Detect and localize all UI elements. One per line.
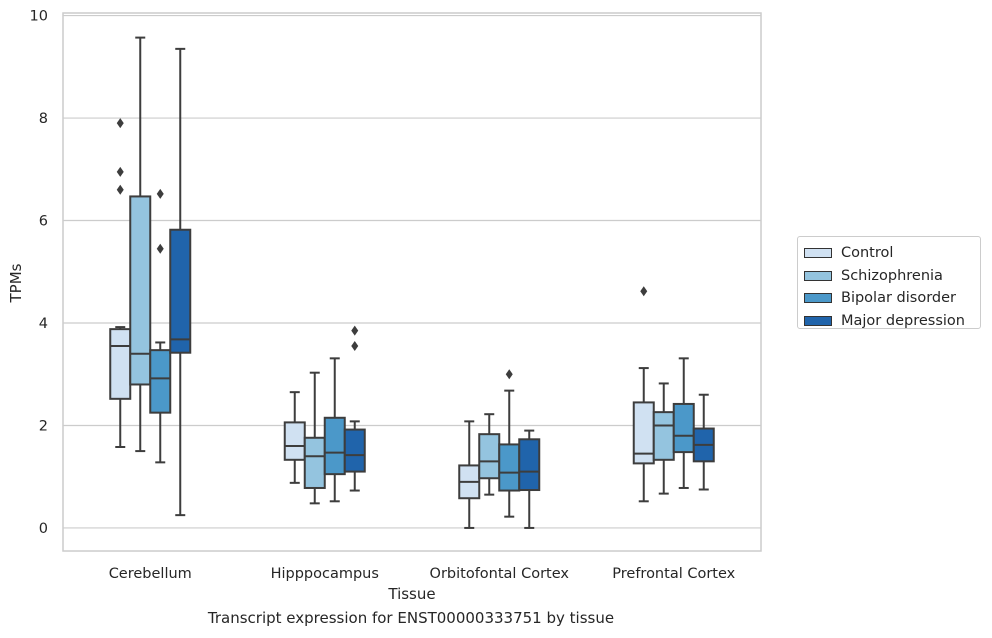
y-tick-labels: 0 2 4 6 8 10 [30,9,48,537]
box-schizophrenia [478,413,501,496]
legend-label: Bipolar disorder [841,290,956,307]
legend-swatch [804,293,832,304]
box-iqr [149,349,172,414]
x-tick-label: Orbitofontal Cortex [430,566,570,582]
box-major-depression [343,325,366,492]
box-bipolar-disorder [498,369,521,518]
y-tick-label: 4 [39,316,48,332]
box-iqr [129,195,152,386]
box-iqr [323,416,346,476]
legend-label: Control [841,245,894,262]
outlier-point [116,118,124,129]
outlier-point [156,243,164,254]
outlier-point [156,188,164,199]
legend-label: Major depression [841,312,965,329]
box-control [632,286,655,503]
y-tick-label: 0 [39,521,48,537]
outlier-point [505,369,513,380]
outlier-point [116,184,124,195]
legend-swatch [804,315,832,326]
box-schizophrenia [129,36,152,453]
box-iqr [652,411,675,461]
box-iqr [109,328,132,400]
legend-entry: Major depression [804,310,980,333]
plot-frame [62,12,762,552]
box-bipolar-disorder [149,188,172,464]
box-major-depression [169,47,192,517]
box-iqr [283,421,306,461]
box-bipolar-disorder [672,357,695,489]
y-axis-label: TPMs [7,263,25,303]
legend-label: Schizophrenia [841,267,943,284]
box-iqr [169,228,192,354]
box-iqr [672,402,695,454]
legend-entry: Bipolar disorder [804,287,980,310]
box-bipolar-disorder [323,357,346,503]
box-control [109,118,132,448]
legend-swatch [804,270,832,281]
box-iqr [518,438,541,492]
box-major-depression [692,393,715,491]
legend-entry: Control [804,242,980,265]
legend-entry: Schizophrenia [804,265,980,288]
outlier-point [351,341,359,352]
x-axis-label: Tissue [387,585,435,603]
x-tick-labels: Cerebellum Hipppocampus Orbitofontal Corte… [109,566,736,582]
outlier-point [640,286,648,297]
box-schizophrenia [652,382,675,495]
x-tick-label: Prefrontal Cortex [612,566,735,582]
x-tick-label: Hipppocampus [271,566,379,582]
legend: Control Schizophrenia Bipolar disorder Majo… [797,236,981,329]
box-iqr [303,436,326,489]
y-tick-label: 10 [30,9,48,25]
figure-caption: Transcript expression for ENST0000033375… [207,609,615,627]
box-control [458,420,481,529]
box-control [283,391,306,484]
x-tick-label: Cerebellum [109,566,192,582]
y-tick-label: 8 [39,111,48,127]
legend-swatch [804,248,832,259]
box-schizophrenia [303,371,326,505]
outlier-point [351,325,359,336]
box-series [109,36,715,529]
y-tick-label: 6 [39,214,48,230]
box-iqr [478,433,501,480]
box-major-depression [518,429,541,529]
outlier-point [116,166,124,177]
y-tick-label: 2 [39,418,48,434]
box-iqr [498,443,521,492]
box-iqr [343,428,366,473]
